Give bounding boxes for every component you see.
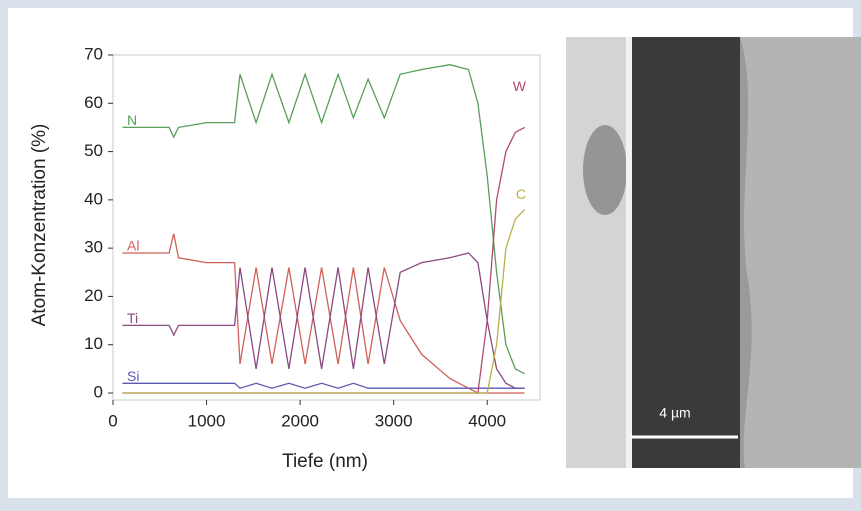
substrate-side xyxy=(566,37,628,468)
y-axis-label: Atom-Konzentration (%) xyxy=(29,124,50,327)
x-tick-label: 1000 xyxy=(188,411,226,430)
coating-layer xyxy=(632,37,740,468)
series-line xyxy=(122,382,525,389)
series-label: Al xyxy=(127,238,139,254)
series-label: Ti xyxy=(127,310,138,326)
edge xyxy=(626,37,632,468)
shadow xyxy=(583,125,627,215)
y-tick-label: 70 xyxy=(84,44,103,63)
series-label: Si xyxy=(127,368,139,384)
y-tick-label: 60 xyxy=(84,93,103,112)
y-tick-label: 30 xyxy=(84,238,103,257)
series-line xyxy=(122,209,526,394)
series-label: N xyxy=(127,112,137,128)
x-tick-label: 4000 xyxy=(468,411,506,430)
fracture-surface xyxy=(740,37,861,468)
series-label: C xyxy=(516,186,526,202)
y-tick-label: 0 xyxy=(94,382,103,401)
x-tick-label: 2000 xyxy=(281,411,319,430)
scale-label: 4 µm xyxy=(659,405,690,421)
y-tick-label: 20 xyxy=(84,286,103,305)
y-tick-label: 40 xyxy=(84,189,103,208)
y-tick-label: 50 xyxy=(84,141,103,160)
series-line xyxy=(122,252,525,389)
plot-box xyxy=(112,54,541,401)
series-label: W xyxy=(513,78,527,94)
x-tick-label: 3000 xyxy=(375,411,413,430)
x-tick-label: 0 xyxy=(108,411,117,430)
x-axis-label: Tiefe (nm) xyxy=(282,451,368,472)
series-line xyxy=(122,64,525,375)
y-tick-label: 10 xyxy=(84,334,103,353)
sem-image: 4 µm xyxy=(566,37,861,468)
